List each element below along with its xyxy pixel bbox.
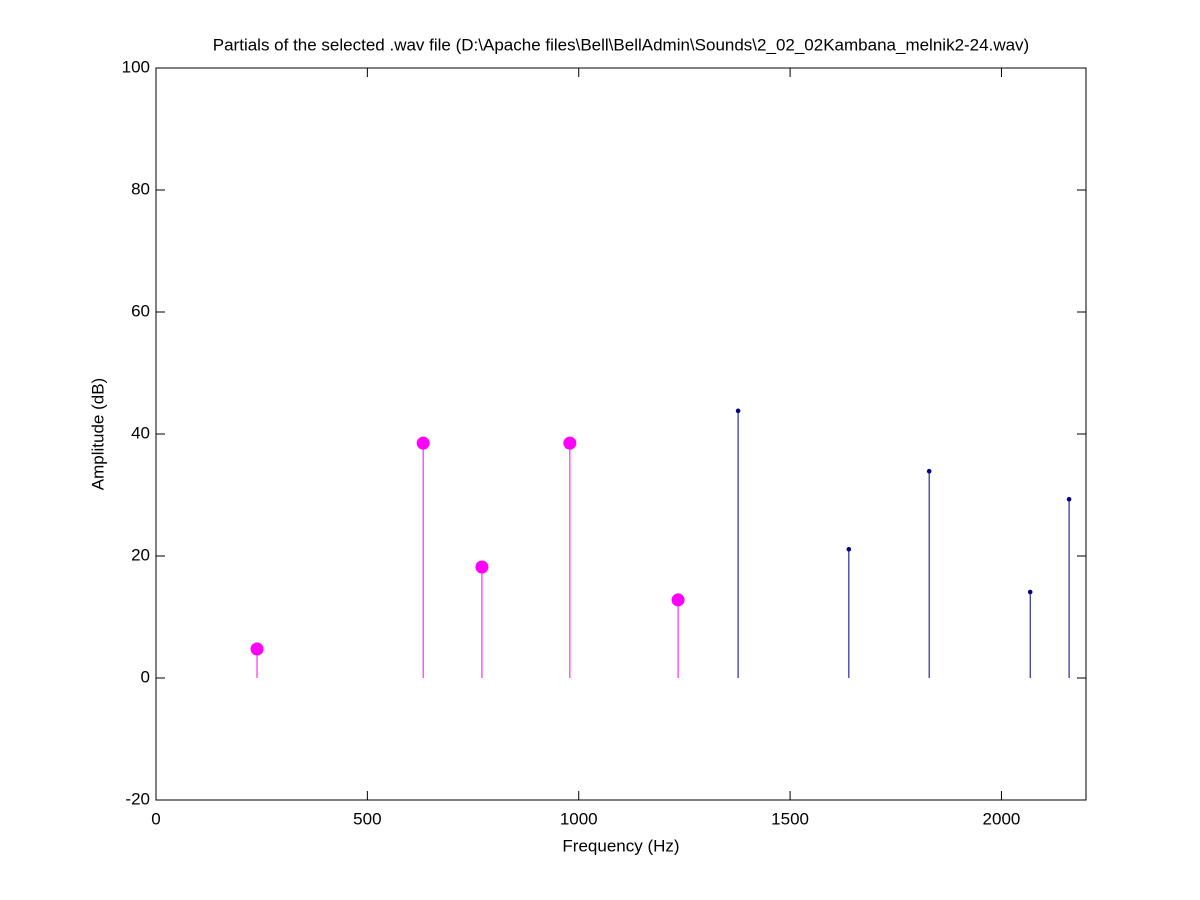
stem-marker bbox=[475, 560, 489, 574]
y-tick-label: 60 bbox=[131, 301, 150, 320]
x-tick-label: 1500 bbox=[771, 809, 809, 828]
stem-marker bbox=[1066, 496, 1072, 502]
y-tick-label: 0 bbox=[141, 667, 150, 686]
stem-marker bbox=[1027, 589, 1033, 595]
stem-marker bbox=[671, 593, 685, 607]
x-tick-label: 2000 bbox=[983, 809, 1021, 828]
y-tick-label: 100 bbox=[122, 57, 150, 76]
y-tick-label: -20 bbox=[125, 789, 150, 808]
x-tick-label: 1000 bbox=[560, 809, 598, 828]
stem-marker bbox=[926, 468, 932, 474]
y-axis-label: Amplitude (dB) bbox=[88, 378, 107, 490]
y-tick-label: 40 bbox=[131, 423, 150, 442]
x-tick-label: 500 bbox=[353, 809, 381, 828]
stem-marker bbox=[416, 436, 430, 450]
y-tick-label: 80 bbox=[131, 179, 150, 198]
x-tick-label: 0 bbox=[151, 809, 160, 828]
chart-title: Partials of the selected .wav file (D:\A… bbox=[213, 35, 1029, 54]
y-tick-label: 20 bbox=[131, 545, 150, 564]
stem-marker bbox=[846, 546, 852, 552]
x-axis-label: Frequency (Hz) bbox=[562, 836, 679, 855]
stem-marker bbox=[250, 642, 264, 656]
stem-marker bbox=[563, 436, 577, 450]
stem-marker bbox=[735, 408, 741, 414]
